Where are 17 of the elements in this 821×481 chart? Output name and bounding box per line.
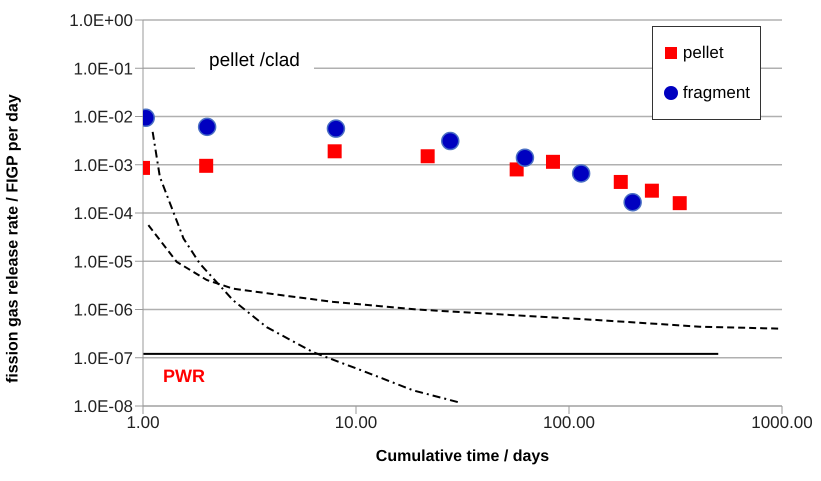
y-tick-label: 1.0E-02 [73, 108, 133, 127]
x-tick-label: 100.00 [543, 413, 595, 432]
y-tick-label: 1.0E-04 [73, 204, 133, 224]
legend-label: fragment [682, 83, 750, 103]
x-tick-label: 1000.00 [751, 413, 813, 432]
y-tick-label: 1.0E-05 [73, 252, 133, 272]
y-axis-title: fission gas release rate / FIGP per day [4, 94, 22, 383]
y-tick-label: 1.0E-07 [73, 348, 133, 368]
y-tick-label: 1.0E-06 [73, 300, 133, 320]
y-tick-label: 1.0E-03 [73, 156, 133, 175]
annotation: pellet /clad [195, 48, 314, 74]
x-axis-title: Cumulative time / days [376, 448, 550, 465]
y-tick-label: 1.0E-01 [73, 59, 133, 78]
legend-label: pellet [682, 43, 724, 63]
annotation: PWR [163, 366, 205, 387]
y-tick-label: 1.0E+00 [69, 11, 133, 30]
x-tick-label: 10.00 [334, 413, 378, 432]
